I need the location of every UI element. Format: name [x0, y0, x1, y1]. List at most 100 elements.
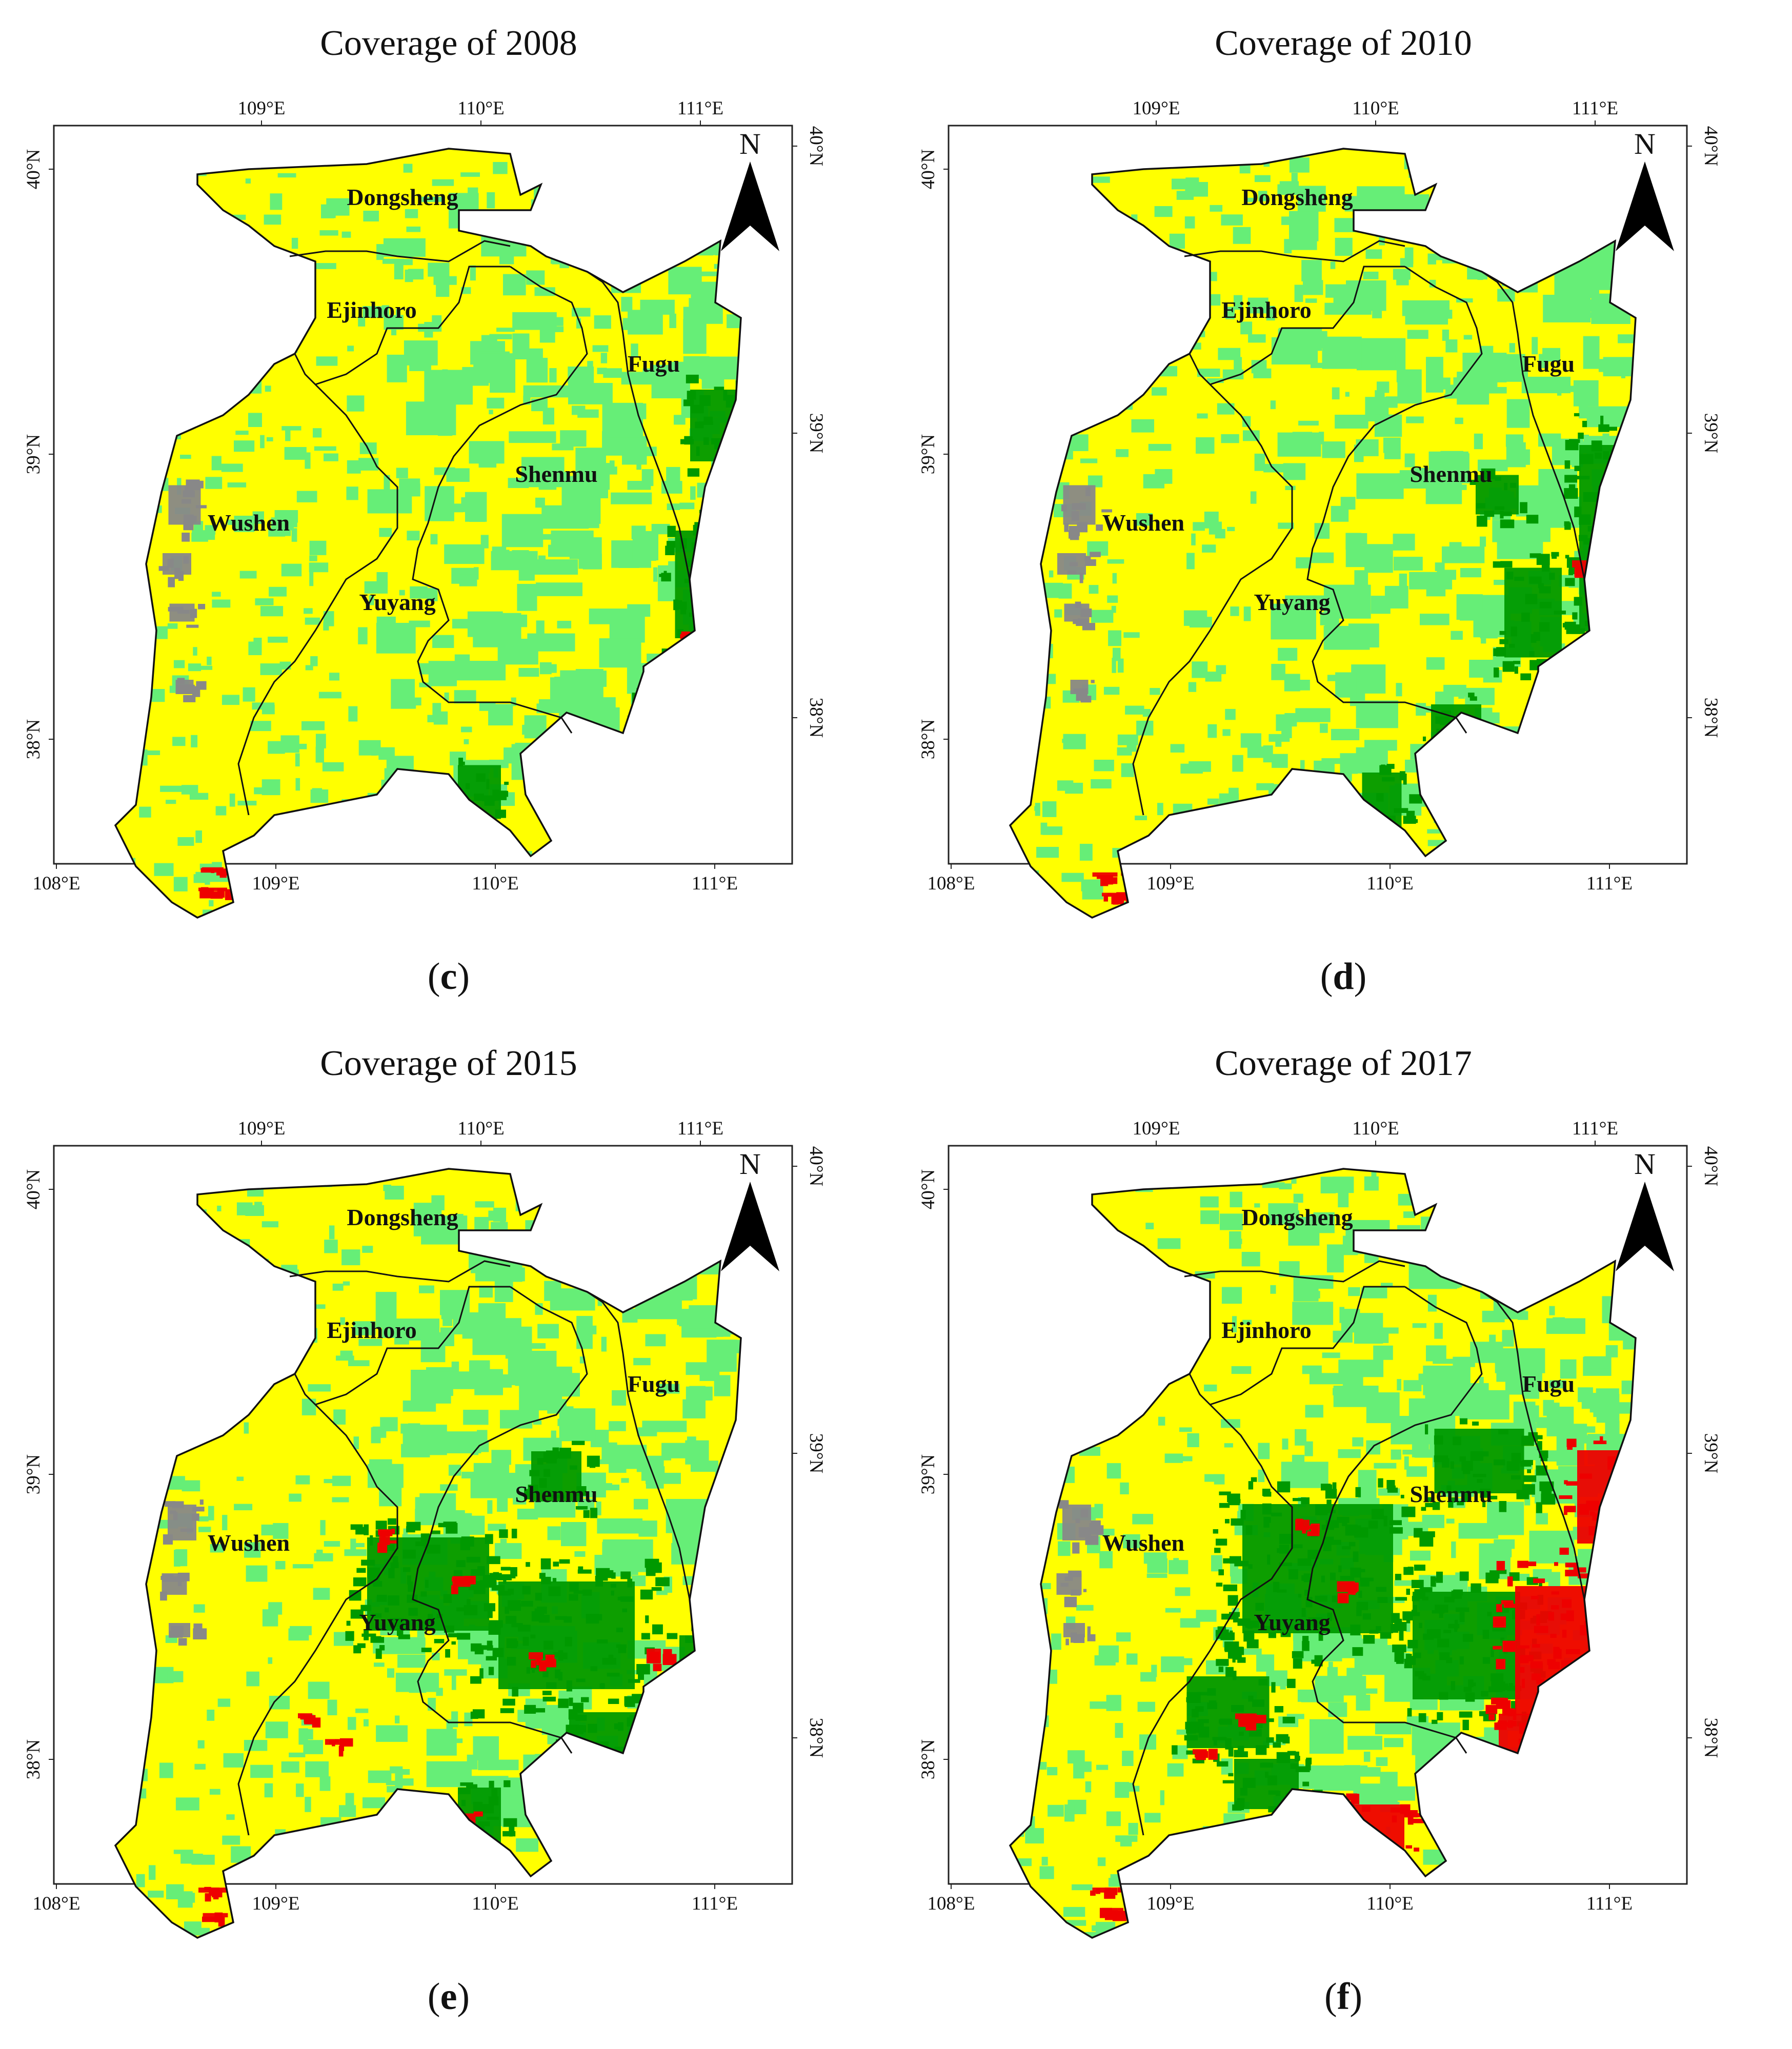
district-boundary: [1481, 271, 1585, 580]
district-boundary: [289, 240, 511, 262]
panel-letter: d: [1333, 956, 1354, 998]
top-lon-tick: 110°E: [1352, 1118, 1399, 1139]
top-lon-tick: 111°E: [1572, 98, 1618, 119]
region-label: Dongsheng: [1241, 1204, 1353, 1230]
left-lat-tick: 40°N: [23, 1169, 44, 1210]
region-label: Dongsheng: [347, 1204, 458, 1230]
region-label: Ejinhoro: [1221, 1317, 1312, 1343]
bottom-lon-tick: 111°E: [692, 1893, 738, 1914]
region-label: Ejinhoro: [327, 1317, 417, 1343]
region-label: Fugu: [628, 351, 680, 377]
study-area-outline: [114, 1168, 742, 1939]
top-lon-tick: 111°E: [677, 1118, 723, 1139]
region-label: Fugu: [1522, 351, 1575, 377]
top-lon-tick: 110°E: [457, 1118, 505, 1139]
red-class-patch: [1092, 872, 1118, 877]
coverage-map: Dongsheng Ejinhoro Fugu Shenmu Wushen Yuyang N…: [23, 98, 827, 919]
red-class-patch: [1316, 817, 1335, 824]
region-label: Wushen: [1102, 1530, 1184, 1556]
district-boundary: [1132, 1373, 1293, 1836]
red-class-patch: [1621, 483, 1627, 493]
study-area-outline: [1009, 148, 1637, 919]
district-boundary: [1481, 1291, 1585, 1600]
left-lat-tick: 38°N: [918, 1739, 939, 1780]
north-arrow-icon: [1616, 1182, 1674, 1271]
region-label: Wushen: [1102, 510, 1184, 536]
region-label: Ejinhoro: [327, 297, 417, 323]
coverage-map: Dongsheng Ejinhoro Fugu Shenmu Wushen Yuyang N…: [918, 98, 1721, 919]
panel-caption: (d): [1320, 956, 1367, 998]
district-boundary: [315, 266, 510, 386]
top-lon-tick: 109°E: [238, 1118, 286, 1139]
map-frame: [948, 125, 1688, 865]
map-frame: [53, 1145, 793, 1885]
right-lat-tick: 38°N: [1700, 698, 1721, 738]
right-lat-tick: 38°N: [806, 1718, 827, 1758]
land-cover-raster: [1010, 1169, 1636, 1938]
map-frame: [53, 125, 793, 865]
district-boundary: [412, 1286, 588, 1754]
map-panel-d: Coverage of 2010 Dongsheng Ejinhoro Fugu She…: [902, 10, 1784, 1010]
bottom-lon-tick: 110°E: [1366, 1893, 1414, 1914]
coverage-map: Dongsheng Ejinhoro Fugu Shenmu Wushen Yuyang N…: [918, 1118, 1721, 1939]
map-panel-e: Coverage of 2015 Dongsheng Ejinhoro Fugu She…: [8, 1030, 890, 2030]
right-lat-tick: 40°N: [806, 126, 827, 167]
top-lon-tick: 110°E: [1352, 98, 1399, 119]
bottom-lon-tick: 108°E: [928, 1893, 975, 1914]
panel-caption: (f): [1324, 1976, 1362, 2018]
right-lat-tick: 40°N: [1700, 1146, 1721, 1187]
district-boundary: [1210, 1286, 1405, 1406]
high-coverage-patch: [1362, 773, 1402, 837]
north-arrow-icon: [1616, 161, 1674, 251]
district-boundary: [289, 1260, 511, 1283]
region-label: Yuyang: [359, 589, 435, 615]
north-label: N: [739, 1147, 761, 1181]
district-boundary: [1306, 266, 1483, 734]
panel-caption: (e): [427, 1976, 470, 2018]
top-lon-tick: 110°E: [457, 98, 505, 119]
left-lat-tick: 39°N: [918, 434, 939, 475]
district-boundary: [1210, 266, 1405, 386]
region-label: Shenmu: [515, 461, 597, 487]
study-area-outline: [114, 148, 742, 919]
top-lon-tick: 111°E: [1572, 1118, 1618, 1139]
top-lon-tick: 109°E: [1133, 1118, 1180, 1139]
map-panel-c: Coverage of 2008 Dongsheng Ejinhoro Fugu She…: [8, 10, 890, 1010]
region-label: Fugu: [628, 1371, 680, 1397]
region-label: Shenmu: [1410, 1481, 1492, 1507]
panel-caption: (c): [427, 956, 470, 998]
bottom-lon-tick: 110°E: [472, 873, 519, 894]
district-boundary: [1184, 240, 1405, 262]
panel-letter: c: [440, 956, 457, 998]
high-coverage-patch: [679, 1635, 741, 1707]
red-class-patch: [1450, 1784, 1493, 1835]
north-label: N: [1634, 1147, 1656, 1181]
panel-title: Coverage of 2015: [320, 1044, 577, 1083]
coverage-map: Dongsheng Ejinhoro Fugu Shenmu Wushen Yuyang N…: [23, 1118, 827, 1939]
bottom-lon-tick: 111°E: [1586, 1893, 1633, 1914]
top-lon-tick: 109°E: [1133, 98, 1180, 119]
land-cover-raster: [115, 149, 741, 918]
panel-title: Coverage of 2010: [1215, 24, 1472, 63]
top-lon-tick: 111°E: [677, 98, 723, 119]
land-cover-raster: [115, 1169, 741, 1938]
district-boundary: [1306, 1286, 1483, 1754]
bottom-lon-tick: 110°E: [1366, 873, 1414, 894]
region-label: Fugu: [1522, 1371, 1575, 1397]
district-boundary: [237, 1373, 398, 1836]
red-class-patch: [1102, 1908, 1123, 1913]
bottom-lon-tick: 111°E: [692, 873, 738, 894]
left-lat-tick: 38°N: [23, 719, 44, 760]
district-boundary: [412, 266, 588, 734]
land-cover-raster: [1010, 149, 1636, 918]
region-label: Shenmu: [1410, 461, 1492, 487]
bottom-lon-tick: 108°E: [33, 1893, 80, 1914]
left-lat-tick: 40°N: [918, 1169, 939, 1210]
bottom-lon-tick: 109°E: [252, 1893, 300, 1914]
left-lat-tick: 38°N: [23, 1739, 44, 1780]
region-label: Wushen: [208, 510, 290, 536]
region-label: Dongsheng: [347, 184, 458, 210]
right-lat-tick: 39°N: [806, 1433, 827, 1474]
bottom-lon-tick: 109°E: [252, 873, 300, 894]
top-lon-tick: 109°E: [238, 98, 286, 119]
